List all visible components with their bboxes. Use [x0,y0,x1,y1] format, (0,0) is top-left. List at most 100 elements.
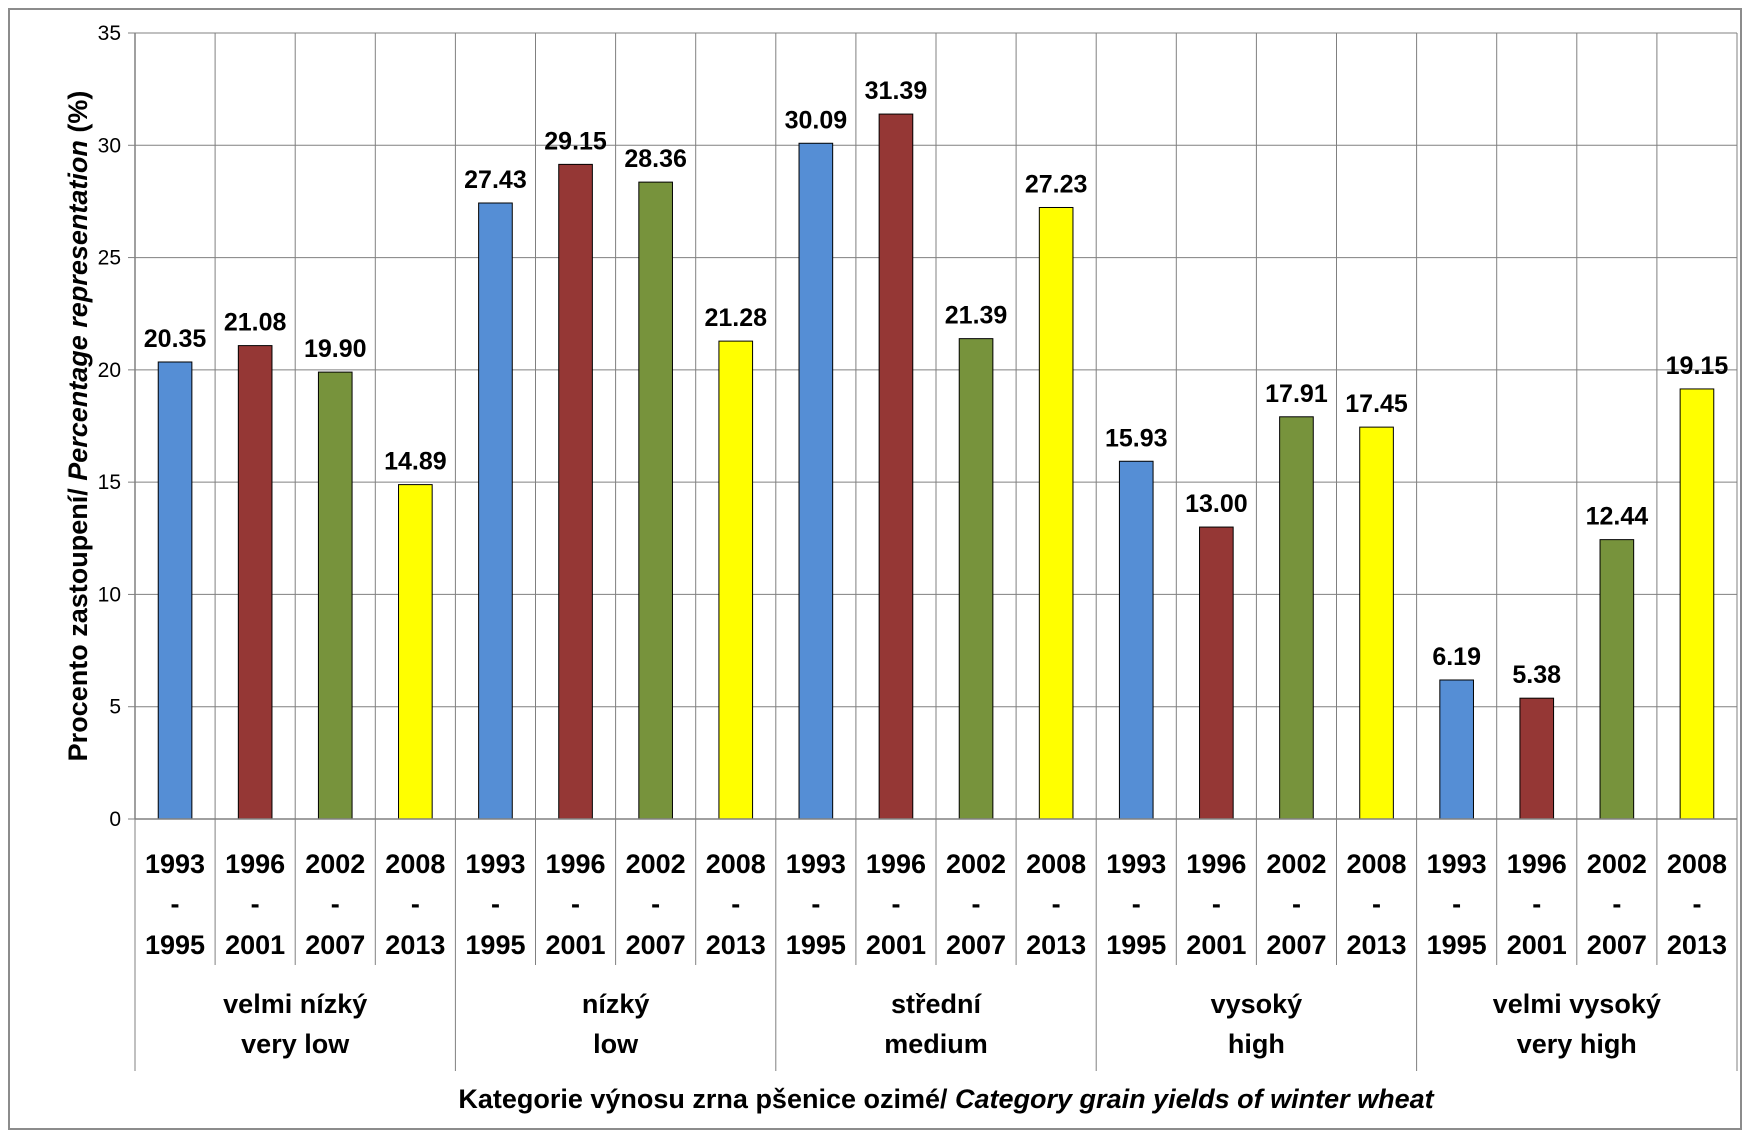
group-label-cz: nízký [582,989,650,1019]
period-label-start: 1996 [1186,849,1246,879]
y-tick-label: 30 [98,134,121,157]
period-label-start: 2002 [305,849,365,879]
period-label-dash: - [1372,889,1381,919]
bar [958,338,994,820]
period-label-dash: - [1532,889,1541,919]
data-label: 19.15 [1666,352,1729,380]
period-label-dash: - [1212,889,1221,919]
data-label: 5.38 [1512,661,1561,689]
data-label: 31.39 [865,77,928,105]
period-label-dash: - [411,889,420,919]
y-tick-label: 5 [109,696,121,719]
data-label: 27.43 [464,166,527,194]
period-label-start: 1993 [1106,849,1166,879]
period-label-dash: - [331,889,340,919]
y-axis-title-part: (%) [63,91,93,141]
period-label-dash: - [1052,889,1061,919]
data-label: 6.19 [1432,643,1481,671]
data-label: 15.93 [1105,424,1168,452]
period-label-end: 2013 [1667,930,1727,960]
period-label-start: 1993 [1427,849,1487,879]
y-axis-title-part: Procento zastoupení/ [63,481,93,762]
period-label-end: 2001 [866,930,926,960]
period-label-dash: - [1612,889,1621,919]
bar [718,340,754,820]
chart-svg: 0 5 10 15 20 25 30 35 20.35 1993 - 1995 21.08 1996 - 20… [63,22,1738,1114]
period-label-start: 1996 [1507,849,1567,879]
period-label-dash: - [571,889,580,919]
period-label-end: 1995 [465,930,525,960]
period-label-dash: - [1692,889,1701,919]
period-label-start: 2008 [1667,849,1727,879]
bar [237,345,273,820]
period-label-dash: - [171,889,180,919]
group-label-en: high [1228,1029,1285,1059]
y-axis-title: Procento zastoupení/ Percentage represen… [63,91,93,762]
period-label-dash: - [891,889,900,919]
period-label-end: 1995 [1427,930,1487,960]
period-label-start: 2002 [1587,849,1647,879]
group-label-cz: velmi nízký [223,989,367,1019]
bar [157,361,193,820]
period-label-dash: - [1452,889,1461,919]
period-label-end: 1995 [145,930,205,960]
data-label: 14.89 [384,448,447,476]
period-label-end: 2013 [1026,930,1086,960]
bar [878,113,914,820]
bar [1599,539,1635,820]
period-label-end: 2013 [706,930,766,960]
group-label-cz: velmi vysoký [1493,989,1661,1019]
data-label: 29.15 [544,127,607,155]
period-label-end: 2001 [546,930,606,960]
data-label: 21.08 [224,309,287,337]
period-label-dash: - [251,889,260,919]
bar [478,202,513,820]
period-label-end: 1995 [786,930,846,960]
period-label-dash: - [1132,889,1141,919]
group-label-cz: střední [891,989,983,1019]
data-label: 19.90 [304,335,367,363]
data-label: 12.44 [1586,503,1649,531]
data-label: 17.91 [1265,380,1328,408]
period-label-end: 2007 [946,930,1006,960]
bar [1279,416,1314,820]
period-label-start: 1993 [786,849,846,879]
period-label-start: 2008 [1026,849,1086,879]
period-label-end: 2007 [1266,930,1326,960]
group-label-en: very low [241,1029,350,1059]
period-label-dash: - [1292,889,1301,919]
period-label-end: 2001 [1186,930,1246,960]
y-tick-label: 0 [109,808,121,831]
period-label-start: 2002 [1266,849,1326,879]
group-label-cz: vysoký [1211,989,1303,1019]
group-label-en: very high [1517,1029,1637,1059]
period-label-dash: - [651,889,660,919]
y-axis-title-part: Percentage representation [63,140,93,481]
period-label-start: 1996 [225,849,285,879]
y-tick-label: 15 [98,471,121,494]
data-label: 21.39 [945,302,1008,330]
bar [1359,426,1394,820]
period-label-end: 2001 [1507,930,1567,960]
period-label-start: 2008 [385,849,445,879]
chart-frame: 0 5 10 15 20 25 30 35 20.35 1993 - 1995 21.08 1996 - 20… [8,8,1742,1130]
group-label-en: low [593,1029,639,1059]
x-axis-title-part: Category grain yields of winter wheat [955,1084,1435,1114]
y-tick-label: 25 [98,247,121,270]
bar [398,484,433,820]
period-label-end: 2007 [626,930,686,960]
period-label-end: 2007 [305,930,365,960]
bar [558,163,593,820]
period-label-dash: - [972,889,981,919]
period-label-end: 2013 [385,930,445,960]
period-label-start: 2002 [626,849,686,879]
bar [1439,679,1474,820]
y-tick-label: 10 [98,583,121,606]
y-tick-label: 20 [98,359,121,382]
bar [798,142,834,820]
data-label: 13.00 [1185,490,1248,518]
period-label-start: 2002 [946,849,1006,879]
data-label: 17.45 [1345,390,1408,418]
data-label: 27.23 [1025,170,1088,198]
bar [638,181,673,820]
